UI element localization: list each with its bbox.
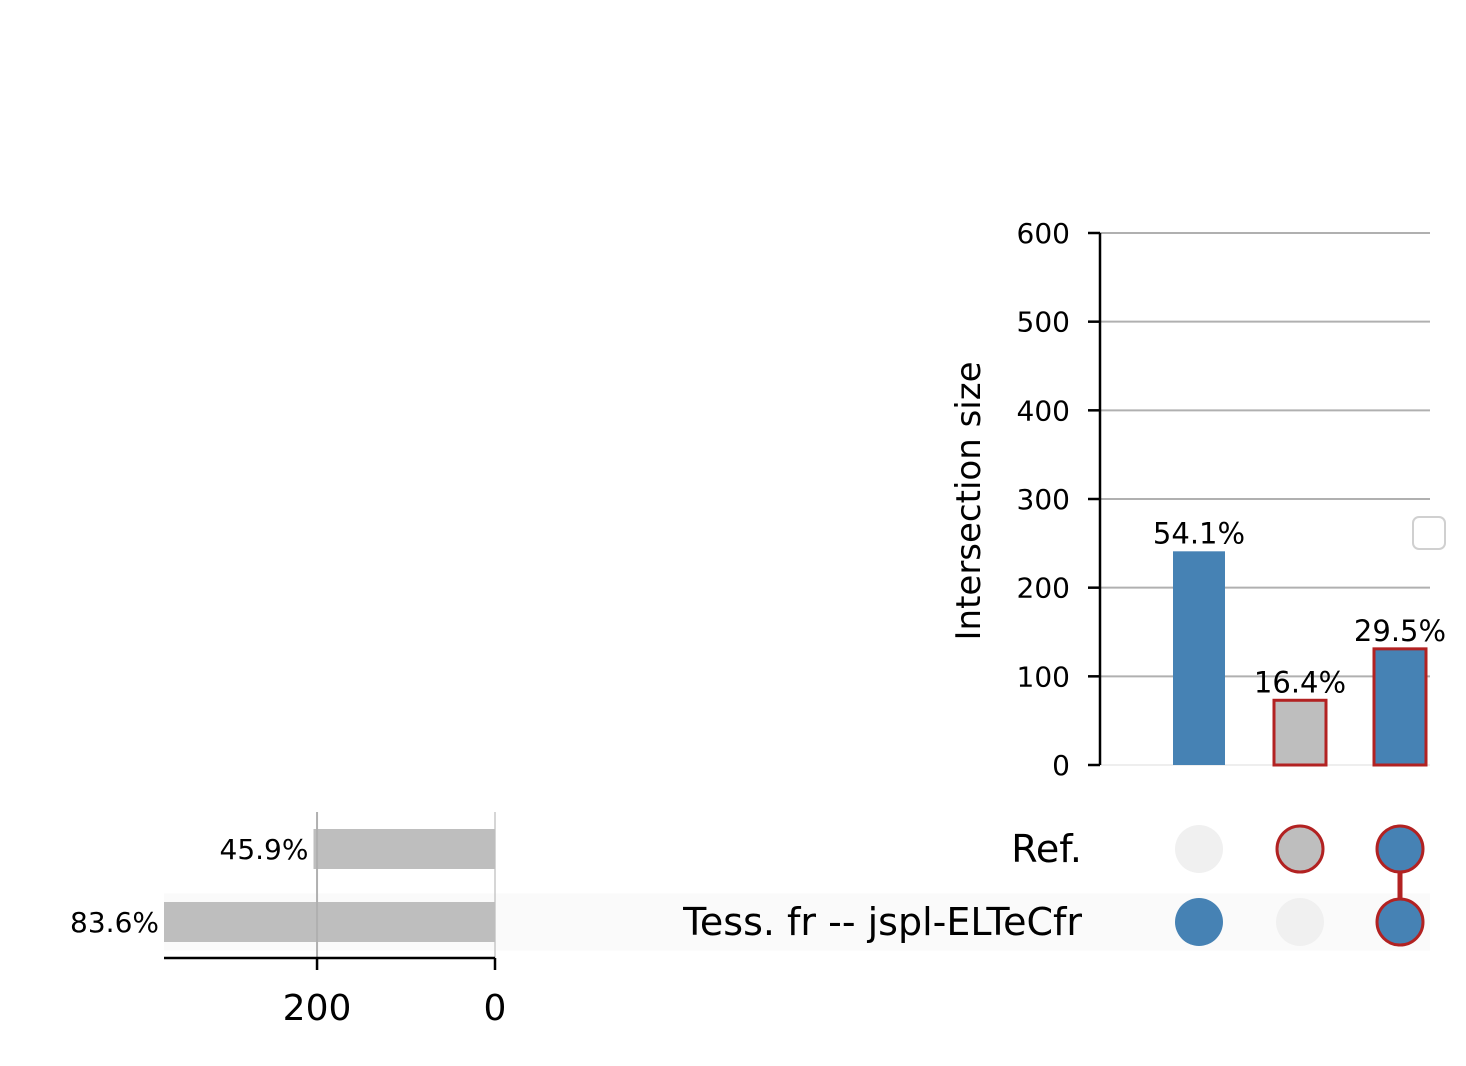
x-tick-label: 200 xyxy=(283,988,352,1029)
matrix-dot xyxy=(1375,824,1425,874)
set-name-label: Ref. xyxy=(1011,827,1082,871)
legend xyxy=(1412,516,1446,550)
intersection-bar-label: 29.5% xyxy=(1354,614,1446,648)
intersection-axis: 0 100 200 300 400 500 600 Intersection size xyxy=(949,217,1102,782)
intersection-bar-label: 16.4% xyxy=(1254,665,1346,699)
set-size-bars: 45.9% 83.6% xyxy=(70,812,496,958)
y-tick-label: 400 xyxy=(1017,394,1070,427)
y-axis-title: Intersection size xyxy=(949,362,989,641)
set-size-bar xyxy=(313,829,495,869)
set-size-bar xyxy=(164,902,495,942)
legend-box xyxy=(1412,516,1446,550)
y-tick-label: 600 xyxy=(1017,217,1070,250)
y-tick-label: 0 xyxy=(1052,749,1070,782)
matrix-dot xyxy=(1175,898,1223,946)
intersection-bar xyxy=(1372,647,1428,767)
intersection-bar xyxy=(1173,551,1225,765)
set-size-axis: 200 0 xyxy=(164,812,506,1029)
y-tick-label: 100 xyxy=(1017,660,1070,693)
y-tick-label: 500 xyxy=(1017,306,1070,339)
matrix-dot xyxy=(1275,824,1325,874)
x-tick-label: 0 xyxy=(484,988,507,1029)
membership-matrix: Ref. Tess. fr -- jspl-ELTeCfr xyxy=(682,824,1425,947)
intersection-bar xyxy=(1272,698,1328,767)
intersection-bars: 54.1% 16.4%29.5% xyxy=(1153,516,1446,767)
y-tick-label: 200 xyxy=(1017,572,1070,605)
set-name-label: Tess. fr -- jspl-ELTeCfr xyxy=(682,900,1082,944)
set-size-bar-label: 83.6% xyxy=(70,906,159,939)
matrix-dot xyxy=(1175,825,1223,873)
matrix-dot xyxy=(1375,897,1425,947)
set-size-bar-label: 45.9% xyxy=(220,833,309,866)
y-tick-label: 300 xyxy=(1017,483,1070,516)
intersection-bar-label: 54.1% xyxy=(1153,516,1245,550)
matrix-dot xyxy=(1276,898,1324,946)
